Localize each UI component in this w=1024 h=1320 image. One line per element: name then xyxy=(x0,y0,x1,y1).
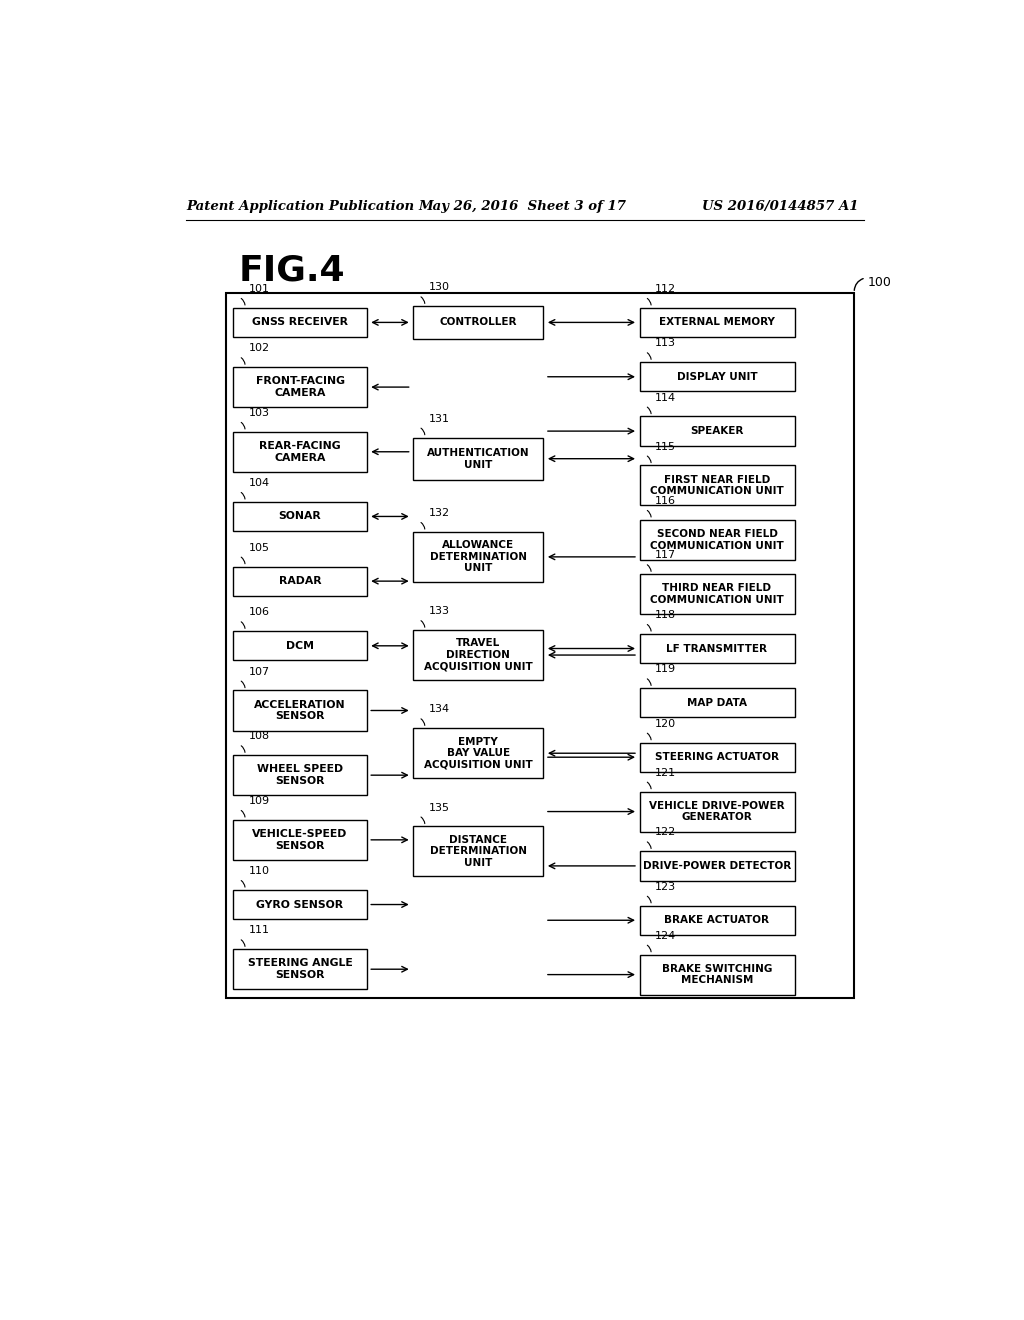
Bar xyxy=(640,792,795,832)
Text: US 2016/0144857 A1: US 2016/0144857 A1 xyxy=(701,199,858,213)
Text: 113: 113 xyxy=(655,338,676,348)
Text: 119: 119 xyxy=(655,664,676,675)
Text: 115: 115 xyxy=(655,442,676,451)
Bar xyxy=(414,826,544,876)
Text: SPEAKER: SPEAKER xyxy=(690,426,743,436)
Text: 101: 101 xyxy=(249,284,270,294)
Text: 117: 117 xyxy=(655,550,676,560)
Text: EXTERNAL MEMORY: EXTERNAL MEMORY xyxy=(659,317,775,327)
Text: 133: 133 xyxy=(429,606,450,616)
Bar xyxy=(640,743,795,772)
Bar xyxy=(640,417,795,446)
Text: LF TRANSMITTER: LF TRANSMITTER xyxy=(667,644,768,653)
Bar xyxy=(640,308,795,337)
Text: 130: 130 xyxy=(429,282,450,293)
Text: CONTROLLER: CONTROLLER xyxy=(439,317,517,327)
Text: Patent Application Publication: Patent Application Publication xyxy=(186,199,415,213)
Bar xyxy=(233,432,367,471)
Text: 121: 121 xyxy=(655,768,676,777)
Text: STEERING ACTUATOR: STEERING ACTUATOR xyxy=(655,752,779,762)
Text: 108: 108 xyxy=(249,731,270,742)
Text: FRONT-FACING
CAMERA: FRONT-FACING CAMERA xyxy=(256,376,344,397)
Text: 122: 122 xyxy=(655,828,676,837)
Bar xyxy=(233,631,367,660)
Bar xyxy=(640,634,795,663)
Text: DCM: DCM xyxy=(286,640,314,651)
Bar xyxy=(414,437,544,480)
Bar xyxy=(414,729,544,779)
Text: MAP DATA: MAP DATA xyxy=(687,698,746,708)
Text: 132: 132 xyxy=(429,508,450,517)
Text: 107: 107 xyxy=(249,667,270,677)
Bar xyxy=(414,630,544,680)
Bar xyxy=(414,532,544,582)
Text: May 26, 2016  Sheet 3 of 17: May 26, 2016 Sheet 3 of 17 xyxy=(419,199,627,213)
Text: 135: 135 xyxy=(429,803,450,813)
Text: 134: 134 xyxy=(429,705,450,714)
Text: GYRO SENSOR: GYRO SENSOR xyxy=(256,899,344,909)
Text: BRAKE ACTUATOR: BRAKE ACTUATOR xyxy=(665,915,769,925)
Bar xyxy=(233,502,367,531)
Bar xyxy=(233,367,367,407)
Text: 110: 110 xyxy=(249,866,270,876)
Text: STEERING ANGLE
SENSOR: STEERING ANGLE SENSOR xyxy=(248,958,352,979)
Bar xyxy=(640,906,795,935)
Text: VEHICLE DRIVE-POWER
GENERATOR: VEHICLE DRIVE-POWER GENERATOR xyxy=(649,801,784,822)
Bar xyxy=(233,949,367,989)
Text: BRAKE SWITCHING
MECHANISM: BRAKE SWITCHING MECHANISM xyxy=(662,964,772,986)
Text: 123: 123 xyxy=(655,882,676,892)
Text: SONAR: SONAR xyxy=(279,511,322,521)
Text: ALLOWANCE
DETERMINATION
UNIT: ALLOWANCE DETERMINATION UNIT xyxy=(430,540,526,573)
Bar xyxy=(640,520,795,560)
Bar xyxy=(226,293,854,998)
Text: 111: 111 xyxy=(249,925,270,936)
Bar xyxy=(640,851,795,880)
Bar xyxy=(640,466,795,506)
Text: REAR-FACING
CAMERA: REAR-FACING CAMERA xyxy=(259,441,341,462)
Text: SECOND NEAR FIELD
COMMUNICATION UNIT: SECOND NEAR FIELD COMMUNICATION UNIT xyxy=(650,529,784,550)
Bar xyxy=(640,954,795,995)
Bar xyxy=(414,306,544,339)
Bar xyxy=(233,566,367,595)
Text: ACCELERATION
SENSOR: ACCELERATION SENSOR xyxy=(254,700,346,721)
Bar xyxy=(640,574,795,614)
Text: DRIVE-POWER DETECTOR: DRIVE-POWER DETECTOR xyxy=(643,861,792,871)
Text: GNSS RECEIVER: GNSS RECEIVER xyxy=(252,317,348,327)
Text: 102: 102 xyxy=(249,343,270,354)
Text: 112: 112 xyxy=(655,284,676,294)
Text: VEHICLE-SPEED
SENSOR: VEHICLE-SPEED SENSOR xyxy=(252,829,348,850)
Bar xyxy=(233,820,367,859)
Text: FIG.4: FIG.4 xyxy=(239,253,345,286)
Text: DISPLAY UNIT: DISPLAY UNIT xyxy=(677,372,758,381)
Text: 131: 131 xyxy=(429,413,450,424)
Text: 118: 118 xyxy=(655,610,676,620)
Text: EMPTY
BAY VALUE
ACQUISITION UNIT: EMPTY BAY VALUE ACQUISITION UNIT xyxy=(424,737,532,770)
Text: AUTHENTICATION
UNIT: AUTHENTICATION UNIT xyxy=(427,447,529,470)
Text: 114: 114 xyxy=(655,392,676,403)
Text: 103: 103 xyxy=(249,408,270,418)
Text: 106: 106 xyxy=(249,607,270,618)
Bar xyxy=(233,755,367,795)
Text: DISTANCE
DETERMINATION
UNIT: DISTANCE DETERMINATION UNIT xyxy=(430,834,526,869)
Text: 120: 120 xyxy=(655,718,676,729)
Text: FIRST NEAR FIELD
COMMUNICATION UNIT: FIRST NEAR FIELD COMMUNICATION UNIT xyxy=(650,475,784,496)
Bar xyxy=(233,890,367,919)
Text: WHEEL SPEED
SENSOR: WHEEL SPEED SENSOR xyxy=(257,764,343,785)
Text: 104: 104 xyxy=(249,478,270,488)
Text: 105: 105 xyxy=(249,543,270,553)
Text: RADAR: RADAR xyxy=(279,576,322,586)
Text: 100: 100 xyxy=(867,276,891,289)
Bar xyxy=(233,308,367,337)
Text: 124: 124 xyxy=(655,931,676,941)
Bar xyxy=(640,362,795,392)
Text: TRAVEL
DIRECTION
ACQUISITION UNIT: TRAVEL DIRECTION ACQUISITION UNIT xyxy=(424,639,532,672)
Text: 116: 116 xyxy=(655,496,676,506)
Bar xyxy=(233,690,367,730)
Bar xyxy=(640,688,795,718)
Text: THIRD NEAR FIELD
COMMUNICATION UNIT: THIRD NEAR FIELD COMMUNICATION UNIT xyxy=(650,583,784,605)
Text: 109: 109 xyxy=(249,796,270,807)
